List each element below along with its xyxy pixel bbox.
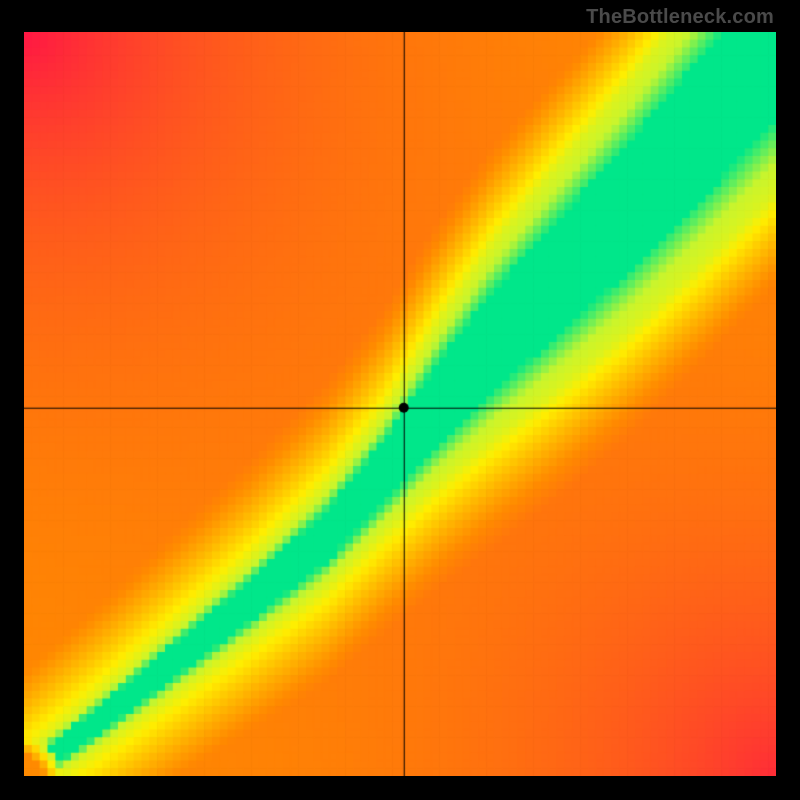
heatmap-canvas	[24, 32, 776, 776]
watermark-label: TheBottleneck.com	[586, 6, 774, 29]
chart-container: TheBottleneck.com	[0, 0, 800, 800]
